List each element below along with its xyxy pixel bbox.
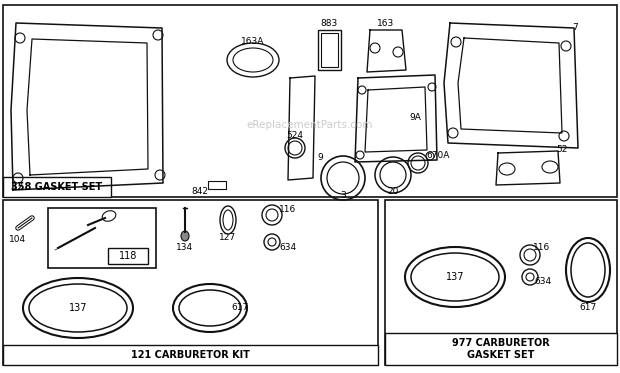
Text: 634: 634 [534,276,552,285]
Text: 127: 127 [219,233,237,242]
Bar [3,177,111,197]
Text: 670A: 670A [427,150,449,160]
Ellipse shape [181,231,189,241]
Bar [318,30,341,70]
Bar [108,248,148,264]
Bar [385,333,617,365]
Text: 116: 116 [280,206,296,214]
Text: 104: 104 [9,235,27,244]
Text: 617: 617 [579,304,596,313]
Text: 634: 634 [280,244,296,253]
Bar [3,345,378,365]
Text: eReplacementParts.com: eReplacementParts.com [247,120,373,130]
Text: 358 GASKET SET: 358 GASKET SET [11,182,102,192]
Text: 118: 118 [119,251,137,261]
Text: 137: 137 [446,272,464,282]
Text: 9: 9 [317,154,323,163]
Text: 883: 883 [321,19,338,28]
Text: 163: 163 [378,19,394,28]
Text: 20: 20 [388,188,399,197]
Text: 9A: 9A [409,113,421,122]
Text: 163A: 163A [241,38,265,47]
Text: 116: 116 [533,244,551,253]
Text: 52: 52 [556,145,568,154]
Text: 134: 134 [177,244,193,253]
Text: 617: 617 [231,304,249,313]
Bar [3,200,378,365]
Bar [48,208,156,268]
Text: 121 CARBURETOR KIT: 121 CARBURETOR KIT [131,350,249,360]
Text: 12: 12 [12,182,24,192]
Bar [385,200,617,365]
Text: 7: 7 [572,23,578,32]
Bar [3,5,617,197]
Text: 842: 842 [192,188,208,197]
Text: 137: 137 [69,303,87,313]
Text: 524: 524 [286,131,304,140]
Text: 3: 3 [340,191,346,200]
Bar [321,33,338,67]
Bar [208,181,226,189]
Text: 977 CARBURETOR
GASKET SET: 977 CARBURETOR GASKET SET [452,338,550,360]
